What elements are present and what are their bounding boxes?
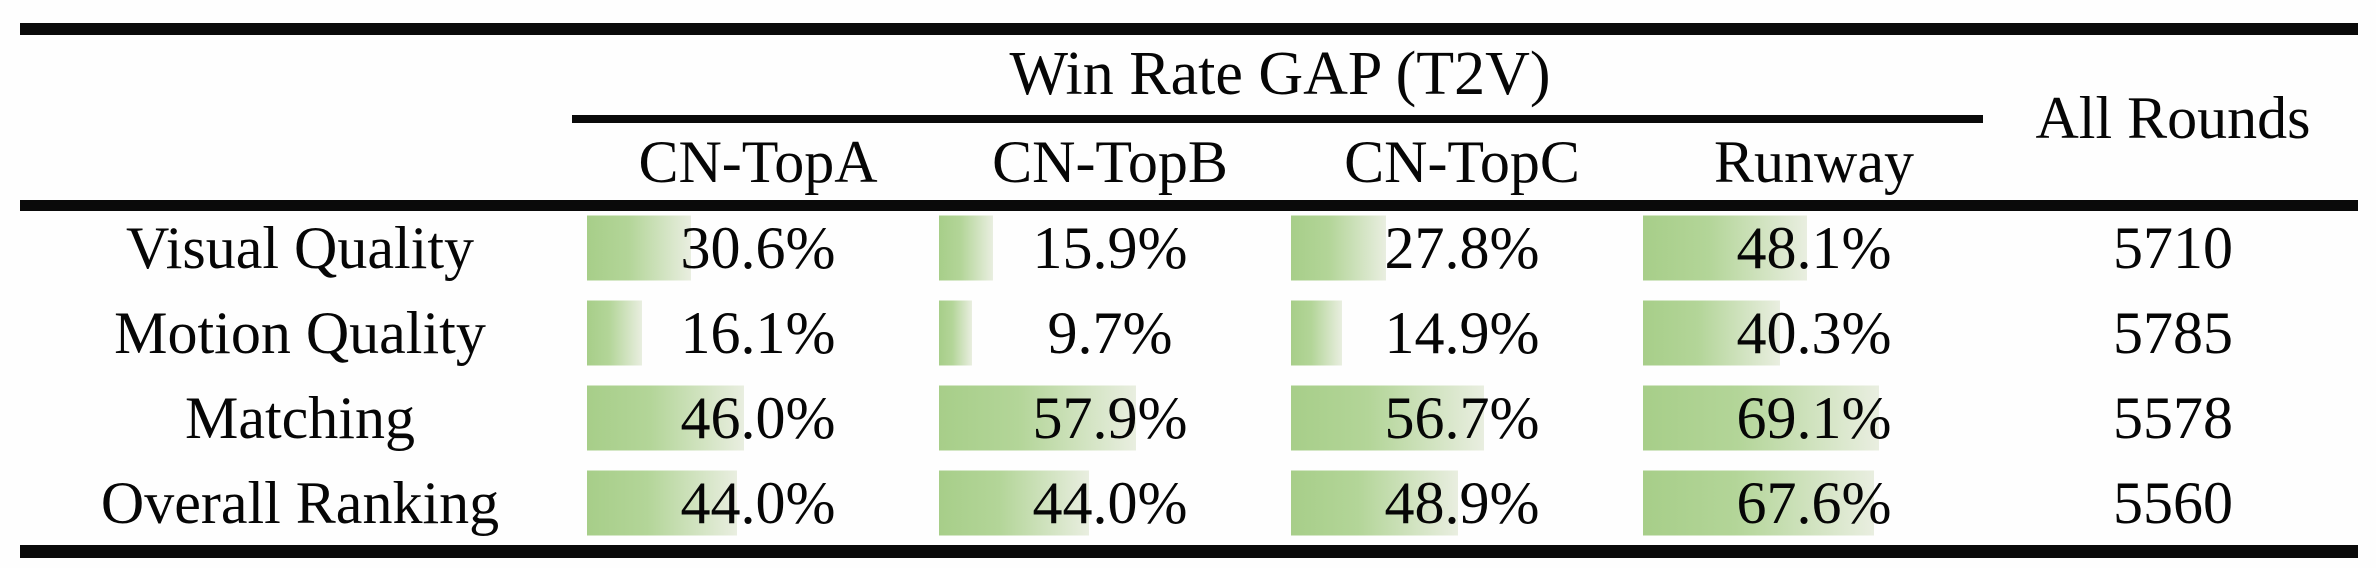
all-rounds-value: 5785 [2113,300,2233,367]
column-header-runway: Runway [1714,129,1914,195]
table-row: Matching 46.0% 57.9% 56.7% 69.1% 5578 [0,376,2376,461]
win-rate-cell: 16.1% [582,291,934,376]
win-rate-bar [1643,300,1780,366]
table-body: Visual Quality 30.6% 15.9% 27.8% 48.1% 5… [0,206,2376,545]
group-header-title: Win Rate GAP (T2V) [1009,40,1551,108]
win-rate-cell: 57.9% [934,376,1286,461]
win-rate-value: 27.8% [1384,215,1540,282]
win-rate-value: 16.1% [680,300,836,367]
table-bottom-rule [20,545,2358,558]
win-rate-value: 46.0% [680,384,836,451]
all-rounds-column-header: All Rounds [2035,84,2311,151]
all-rounds-value: 5560 [2113,469,2233,536]
row-label: Motion Quality [114,300,486,367]
win-rate-value: 30.6% [680,215,836,282]
win-rate-value: 9.7% [1047,300,1173,367]
win-rate-cell: 46.0% [582,376,934,461]
win-rate-bar [587,215,691,281]
row-label: Overall Ranking [100,469,500,536]
win-rate-cell: 9.7% [934,291,1286,376]
win-rate-cell: 48.9% [1286,460,1638,545]
win-rate-cell: 69.1% [1638,376,1990,461]
win-rate-cell: 48.1% [1638,206,1990,291]
column-header-cn-topa: CN-TopA [638,129,878,195]
win-rate-bar [939,300,972,366]
group-header-underline [572,115,1983,123]
win-rate-value: 48.1% [1736,215,1892,282]
win-rate-cell: 27.8% [1286,206,1638,291]
win-rate-bar [939,385,1136,451]
win-rate-value: 44.0% [1032,469,1188,536]
win-rate-bar [1643,470,1874,536]
win-rate-value: 40.3% [1736,300,1892,367]
table-top-rule [20,23,2358,35]
row-label: Visual Quality [125,215,475,282]
win-rate-bar [1291,300,1342,366]
win-rate-value: 48.9% [1384,469,1540,536]
win-rate-cell: 30.6% [582,206,934,291]
win-rate-cell: 44.0% [582,460,934,545]
all-rounds-value: 5578 [2113,384,2233,451]
win-rate-bar [1291,215,1386,281]
win-rate-value: 15.9% [1032,215,1188,282]
win-rate-value: 57.9% [1032,384,1188,451]
win-rate-bar [1291,385,1484,451]
win-rate-value: 67.6% [1736,469,1892,536]
column-header-cn-topc: CN-TopC [1344,129,1580,195]
win-rate-bar [587,385,744,451]
all-rounds-value: 5710 [2113,215,2233,282]
win-rate-cell: 56.7% [1286,376,1638,461]
win-rate-bar [587,300,642,366]
win-rate-bar [1643,385,1879,451]
win-rate-value: 69.1% [1736,384,1892,451]
win-rate-bar [939,215,993,281]
win-rate-value: 56.7% [1384,384,1540,451]
win-rate-bar [1643,215,1807,281]
win-rate-cell: 14.9% [1286,291,1638,376]
win-rate-bar [587,470,737,536]
win-rate-value: 14.9% [1384,300,1540,367]
table-row: Overall Ranking 44.0% 44.0% 48.9% 67.6% … [0,460,2376,545]
win-rate-cell: 44.0% [934,460,1286,545]
win-rate-value: 44.0% [680,469,836,536]
row-label: Matching [185,384,415,451]
table-row: Visual Quality 30.6% 15.9% 27.8% 48.1% 5… [0,206,2376,291]
win-rate-cell: 40.3% [1638,291,1990,376]
win-rate-cell: 67.6% [1638,460,1990,545]
win-rate-bar [939,470,1089,536]
column-header-cn-topb: CN-TopB [992,129,1228,195]
win-rate-bar [1291,470,1458,536]
win-rate-cell: 15.9% [934,206,1286,291]
header-separator-rule [20,200,2358,211]
table-row: Motion Quality 16.1% 9.7% 14.9% 40.3% 57… [0,291,2376,376]
